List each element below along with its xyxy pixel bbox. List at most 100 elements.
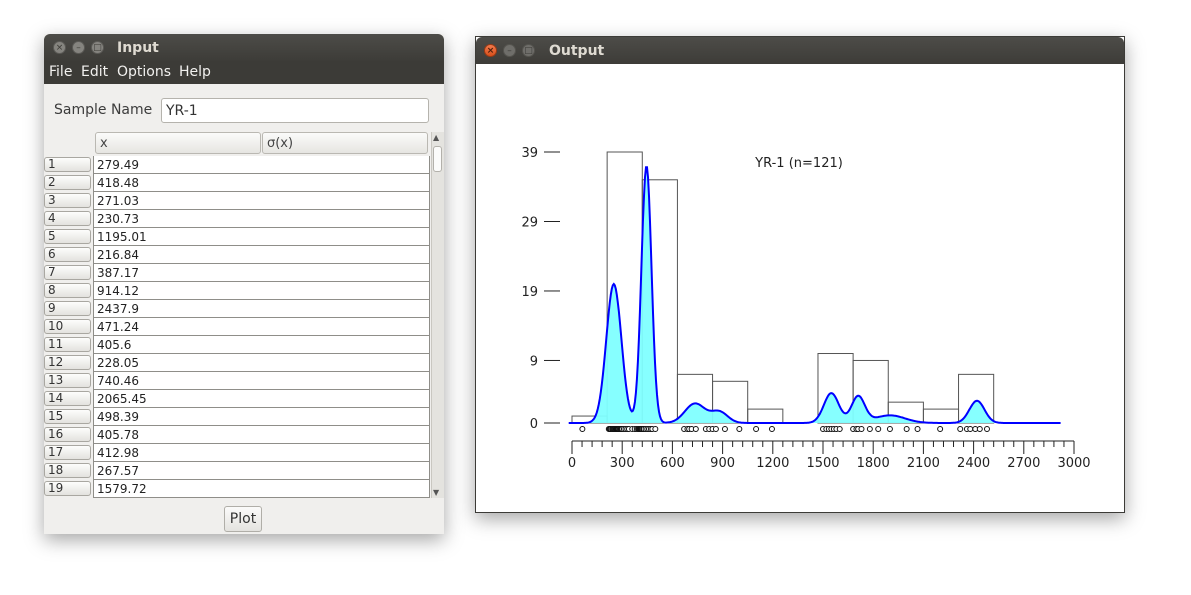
table-row: 7 387.17 [44, 264, 430, 282]
minimize-icon[interactable]: – [72, 41, 85, 54]
close-icon[interactable]: × [53, 41, 66, 54]
row-number[interactable]: 17 [44, 445, 91, 460]
x-tick-label: 1500 [806, 456, 839, 471]
cell-x[interactable]: 471.24 [93, 318, 263, 336]
x-tick-label: 1800 [857, 456, 890, 471]
histogram-bar [922, 408, 960, 424]
data-point [983, 426, 990, 432]
table-row: 10 471.24 [44, 318, 430, 336]
column-header-sigma[interactable]: σ(x) [262, 132, 428, 154]
cell-x[interactable]: 1195.01 [93, 228, 263, 246]
cell-sigma[interactable] [262, 210, 430, 228]
row-number[interactable]: 4 [44, 211, 91, 226]
row-number[interactable]: 14 [44, 391, 91, 406]
cell-sigma[interactable] [262, 372, 430, 390]
kde-fill [568, 167, 1061, 423]
row-number[interactable]: 5 [44, 229, 91, 244]
cell-x[interactable]: 279.49 [93, 156, 263, 174]
row-number[interactable]: 15 [44, 409, 91, 424]
vertical-scrollbar[interactable]: ▲ ▼ [431, 132, 444, 498]
cell-x[interactable]: 1579.72 [93, 480, 263, 498]
maximize-icon[interactable]: □ [522, 44, 535, 57]
row-number[interactable]: 2 [44, 175, 91, 190]
data-point [886, 426, 893, 432]
row-number[interactable]: 18 [44, 463, 91, 478]
cell-x[interactable]: 2437.9 [93, 300, 263, 318]
scroll-down-icon[interactable]: ▼ [433, 488, 440, 497]
cell-sigma[interactable] [262, 480, 430, 498]
cell-sigma[interactable] [262, 156, 430, 174]
row-number[interactable]: 8 [44, 283, 91, 298]
row-number[interactable]: 16 [44, 427, 91, 442]
plot-button[interactable]: Plot [224, 506, 262, 532]
data-table: x σ(x) 1 279.49 2 418.48 3 271.03 4 230.73 5 1195… [44, 132, 434, 498]
cell-sigma[interactable] [262, 336, 430, 354]
cell-x[interactable]: 2065.45 [93, 390, 263, 408]
cell-sigma[interactable] [262, 264, 430, 282]
menu-file[interactable]: File [49, 64, 73, 80]
menu-options[interactable]: Options [117, 64, 172, 80]
menu-help[interactable]: Help [179, 64, 211, 80]
cell-x[interactable]: 412.98 [93, 444, 263, 462]
column-header-x[interactable]: x [95, 132, 261, 154]
table-row: 17 412.98 [44, 444, 430, 462]
chart-title: YR-1 (n=121) [754, 156, 843, 171]
menu-edit[interactable]: Edit [81, 64, 109, 80]
cell-sigma[interactable] [262, 174, 430, 192]
cell-x[interactable]: 418.48 [93, 174, 263, 192]
maximize-icon[interactable]: □ [91, 41, 104, 54]
y-tick-label: 0 [530, 417, 538, 432]
cell-x[interactable]: 740.46 [93, 372, 263, 390]
x-tick-label: 1200 [756, 456, 789, 471]
cell-x[interactable]: 387.17 [93, 264, 263, 282]
data-point [736, 426, 743, 432]
row-number[interactable]: 13 [44, 373, 91, 388]
table-row: 8 914.12 [44, 282, 430, 300]
cell-sigma[interactable] [262, 192, 430, 210]
data-point [721, 426, 728, 432]
row-number[interactable]: 11 [44, 337, 91, 352]
row-number[interactable]: 10 [44, 319, 91, 334]
input-titlebar[interactable]: × – □ Input [44, 34, 444, 61]
output-window-title: Output [549, 43, 605, 59]
cell-x[interactable]: 267.57 [93, 462, 263, 480]
cell-x[interactable]: 405.78 [93, 426, 263, 444]
cell-x[interactable]: 914.12 [93, 282, 263, 300]
cell-sigma[interactable] [262, 426, 430, 444]
sample-name-field[interactable]: YR-1 [161, 98, 429, 123]
cell-sigma[interactable] [262, 228, 430, 246]
cell-sigma[interactable] [262, 408, 430, 426]
cell-x[interactable]: 216.84 [93, 246, 263, 264]
row-number[interactable]: 6 [44, 247, 91, 262]
input-window-title: Input [117, 40, 159, 56]
cell-sigma[interactable] [262, 390, 430, 408]
row-number[interactable]: 3 [44, 193, 91, 208]
cell-sigma[interactable] [262, 300, 430, 318]
row-number[interactable]: 19 [44, 481, 91, 496]
cell-x[interactable]: 228.05 [93, 354, 263, 372]
minimize-icon[interactable]: – [503, 44, 516, 57]
cell-sigma[interactable] [262, 246, 430, 264]
output-titlebar[interactable]: × – □ Output [476, 37, 1124, 64]
cell-sigma[interactable] [262, 444, 430, 462]
close-icon[interactable]: × [484, 44, 497, 57]
scroll-up-icon[interactable]: ▲ [433, 133, 440, 142]
cell-x[interactable]: 230.73 [93, 210, 263, 228]
cell-x[interactable]: 271.03 [93, 192, 263, 210]
x-tick-label: 300 [610, 456, 635, 471]
x-tick-label: 900 [710, 456, 735, 471]
cell-x[interactable]: 405.6 [93, 336, 263, 354]
row-number[interactable]: 9 [44, 301, 91, 316]
cell-sigma[interactable] [262, 282, 430, 300]
scrollbar-thumb[interactable] [433, 146, 442, 172]
row-number[interactable]: 1 [44, 157, 91, 172]
y-tick-label: 39 [521, 146, 538, 161]
cell-sigma[interactable] [262, 462, 430, 480]
cell-sigma[interactable] [262, 318, 430, 336]
cell-x[interactable]: 498.39 [93, 408, 263, 426]
row-number[interactable]: 12 [44, 355, 91, 370]
row-number[interactable]: 7 [44, 265, 91, 280]
kde-curve [568, 166, 1061, 424]
data-point [753, 426, 760, 432]
cell-sigma[interactable] [262, 354, 430, 372]
